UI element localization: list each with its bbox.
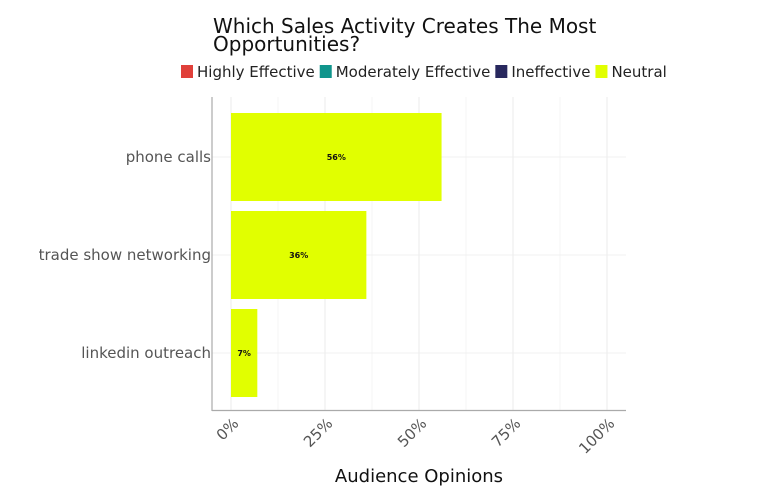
legend-label: Highly Effective	[197, 63, 315, 81]
x-axis-title: Audience Opinions	[335, 466, 503, 487]
legend-swatch	[595, 65, 608, 78]
x-tick-label: 100%	[575, 415, 618, 458]
legend-swatch	[319, 65, 332, 78]
legend-item: Highly Effective	[181, 63, 315, 81]
y-tick-label: trade show networking	[39, 246, 211, 264]
bar-value-label: 56%	[327, 153, 346, 162]
legend-item: Moderately Effective	[319, 63, 491, 81]
legend-swatch	[181, 65, 193, 78]
y-axis-labels: phone calls trade show networking linkedin…	[39, 148, 212, 362]
legend-label: Moderately Effective	[336, 63, 491, 81]
chart-title-line-2: Opportunities?	[213, 32, 360, 56]
x-tick-label: 75%	[488, 415, 524, 451]
legend-label: Neutral	[611, 63, 666, 81]
y-tick-label: phone calls	[126, 148, 211, 166]
chart-title-line-1: Which Sales Activity Creates The Most	[213, 14, 596, 38]
bar	[231, 211, 367, 299]
legend-item: Neutral	[595, 63, 667, 81]
legend-swatch	[495, 65, 508, 78]
y-tick-label: linkedin outreach	[81, 344, 211, 362]
bar	[231, 309, 258, 397]
x-axis-labels: 0% 25% 50% 75% 100%	[213, 415, 619, 458]
legend-item: Ineffective	[495, 63, 590, 81]
x-tick-label: 50%	[394, 415, 430, 451]
x-tick-label: 0%	[213, 415, 243, 445]
bar	[231, 113, 442, 201]
bar-value-label: 36%	[289, 251, 308, 260]
bars: 56% 36% 7%	[231, 113, 442, 397]
legend-label: Ineffective	[511, 63, 590, 81]
legend: Highly Effective Moderately Effective Inef…	[181, 63, 667, 81]
bar-value-label: 7%	[237, 349, 251, 358]
x-tick-label: 25%	[300, 415, 336, 451]
